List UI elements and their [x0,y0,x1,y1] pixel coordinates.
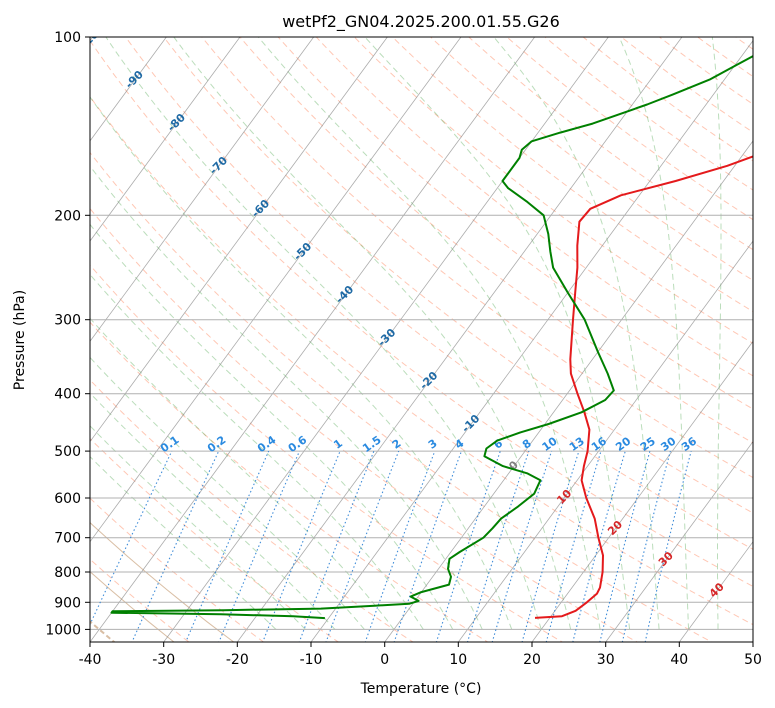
mixing-ratio-line [545,450,602,642]
y-tick-label: 600 [54,491,81,507]
moist-adiabat-line [90,392,336,630]
curved-background-arc [90,521,235,642]
moist-adiabat-line [90,165,483,630]
chart-title: wetPf2_GN04.2025.200.01.55.G26 [282,12,560,32]
profile-series [110,55,753,620]
x-tick-label: -40 [79,652,102,668]
isotherm-line [457,240,753,642]
mixing-ratio-line [599,450,651,642]
moist-adiabat-line [90,317,395,630]
dry-adiabat-line [90,95,753,626]
isotherm-line [236,37,683,642]
dry-adiabat-line [429,37,753,281]
y-tick-label: 900 [54,595,81,611]
isotherm-line [90,37,241,242]
dry-adiabat-line [277,37,753,410]
moist-adiabat-line [90,455,277,630]
mixing-ratio-line [325,450,400,642]
mixing-ratio-line [521,450,580,642]
moist-adiabat-line [90,273,424,630]
moist-adiabat-line [90,96,513,630]
x-tick-label: 30 [597,652,615,668]
y-tick-label: 700 [54,531,81,547]
x-tick-label: -10 [300,652,323,668]
mixing-ratio-line [218,450,301,642]
isotherm-line [678,541,753,642]
moist-adiabat-line [364,37,631,630]
dry-adiabat-line [90,321,489,642]
mixing-ratio-line [466,450,530,642]
moist-adiabat-line [711,37,722,630]
dry-adiabat-line [201,37,753,479]
isotherm-line [90,37,536,642]
moist-adiabat-line [173,37,572,630]
isotherm-line [90,37,462,543]
mixing-ratio-line [621,450,671,642]
x-tick-label: -20 [226,652,249,668]
mixing-ratio-line [644,450,692,642]
dry-adiabat-line [468,37,753,251]
dry-adiabat-line [353,37,753,344]
y-tick-label: 1000 [45,622,81,638]
moist-adiabat-line [90,425,306,630]
dry-adiabat-line [163,37,753,514]
dry-adiabat-line [90,437,340,642]
dry-adiabat-line [90,39,753,588]
moist-adiabat-line [105,37,542,630]
plot-frame [89,36,754,643]
y-tick-label: 400 [54,387,81,403]
y-tick-label: 100 [54,30,81,46]
isotherm-line [90,37,167,142]
x-tick-label: -30 [152,652,175,668]
dry-adiabat-line [506,37,753,221]
x-tick-label: 40 [670,652,688,668]
isotherm-line [384,140,753,642]
dry-adiabat-line [90,497,265,642]
dry-adiabat-line [315,37,753,377]
dry-adiabat-line [391,37,753,313]
dry-adiabat-line [582,37,753,162]
isotherm-line [310,39,753,642]
y-tick-label: 500 [54,444,81,460]
x-tick-label: 50 [744,652,762,668]
dry-adiabat-line [239,37,753,444]
moist-adiabat-line [618,37,690,630]
x-tick-label: 0 [380,652,389,668]
moist-adiabat-line [90,223,454,630]
y-tick-label: 200 [54,208,81,224]
isotherm-line [163,37,609,642]
mixing-ratio-line [262,450,341,642]
y-tick-label: 800 [54,565,81,581]
mixing-ratio-line [131,450,220,642]
dewpoint-profile [110,55,753,620]
isotherm-line [605,440,753,642]
temperature-profile [534,155,753,619]
x-axis-label: Temperature (°C) [360,681,482,697]
mixing-ratio-line [491,450,553,642]
axes: -40 -30 -20 -10 0 10 20 30 40 50 100 200 300 400 500 60… [45,30,762,668]
isotherm-line [90,37,388,443]
plot-background [90,37,753,642]
isotherm-line [90,37,315,343]
y-axis-label: Pressure (hPa) [12,290,28,390]
isotherm-line [531,340,753,642]
moist-adiabat-line [493,37,660,630]
x-tick-label: 20 [523,652,541,668]
dry-adiabat-line [90,264,564,642]
mixing-ratio-line [572,450,626,642]
mixing-ratio-line [90,450,173,626]
mixing-ratio-line [185,450,270,642]
dry-adiabat-line [544,37,753,191]
dry-adiabat-line [620,37,753,133]
background-lines [90,37,753,642]
mixing-ratio-line [298,450,375,642]
dry-adiabat-line [125,37,753,550]
x-tick-label: 10 [449,652,467,668]
moist-adiabat-line [257,37,601,630]
y-tick-label: 300 [54,313,81,329]
